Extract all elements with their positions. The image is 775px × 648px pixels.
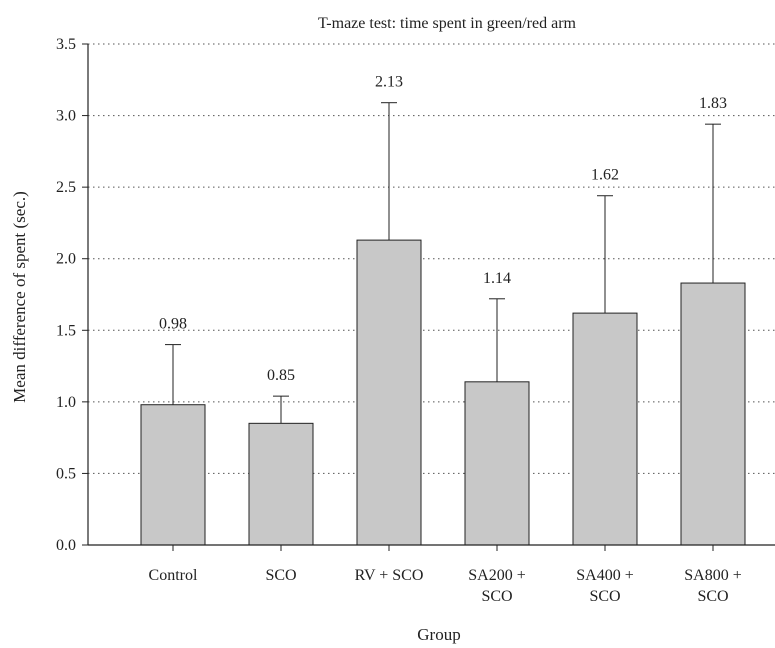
bar <box>140 404 206 546</box>
error-bars <box>165 102 721 424</box>
data-label: 1.62 <box>591 167 619 184</box>
category-label: SA800 + <box>684 567 741 584</box>
category-label: SCO <box>265 567 296 584</box>
category-label: SCO <box>589 588 620 605</box>
data-label: 0.85 <box>267 367 295 384</box>
y-tick-label: 3.0 <box>56 108 76 125</box>
bar <box>680 282 746 546</box>
y-tick-label: 1.0 <box>56 394 76 411</box>
y-tick-label: 2.5 <box>56 179 76 196</box>
category-label: SCO <box>481 588 512 605</box>
bars <box>140 239 746 546</box>
category-label: SA200 + <box>468 567 525 584</box>
data-label: 1.83 <box>699 95 727 112</box>
y-tick-label: 2.0 <box>56 251 76 268</box>
x-axis-title: Group <box>417 625 460 644</box>
y-axis-title: Mean difference of spent (sec.) <box>10 191 29 403</box>
y-tick-label: 0.5 <box>56 465 76 482</box>
y-tick-label: 1.5 <box>56 322 76 339</box>
category-label: Control <box>149 567 198 584</box>
axes <box>87 44 775 551</box>
bar <box>248 422 314 546</box>
x-axis-categories: Control SCO RV + SCO SA200 + SCO SA400 + SCO SA… <box>149 567 742 605</box>
data-labels: 0.98 0.85 2.13 1.14 1.62 1.83 <box>159 74 727 384</box>
data-label: 2.13 <box>375 74 403 91</box>
data-label: 1.14 <box>483 270 511 287</box>
bar <box>464 381 530 546</box>
y-tick-label: 3.5 <box>56 36 76 53</box>
bar <box>572 312 638 546</box>
category-label: SA400 + <box>576 567 633 584</box>
chart-title: T-maze test: time spent in green/red arm <box>318 15 577 32</box>
y-tick-label: 0.0 <box>56 537 76 554</box>
category-label: SCO <box>697 588 728 605</box>
bar <box>356 239 422 546</box>
y-axis-ticks: 0.0 0.5 1.0 1.5 2.0 2.5 3.0 3.5 <box>56 36 88 554</box>
data-label: 0.98 <box>159 316 187 333</box>
category-label: RV + SCO <box>355 567 424 584</box>
